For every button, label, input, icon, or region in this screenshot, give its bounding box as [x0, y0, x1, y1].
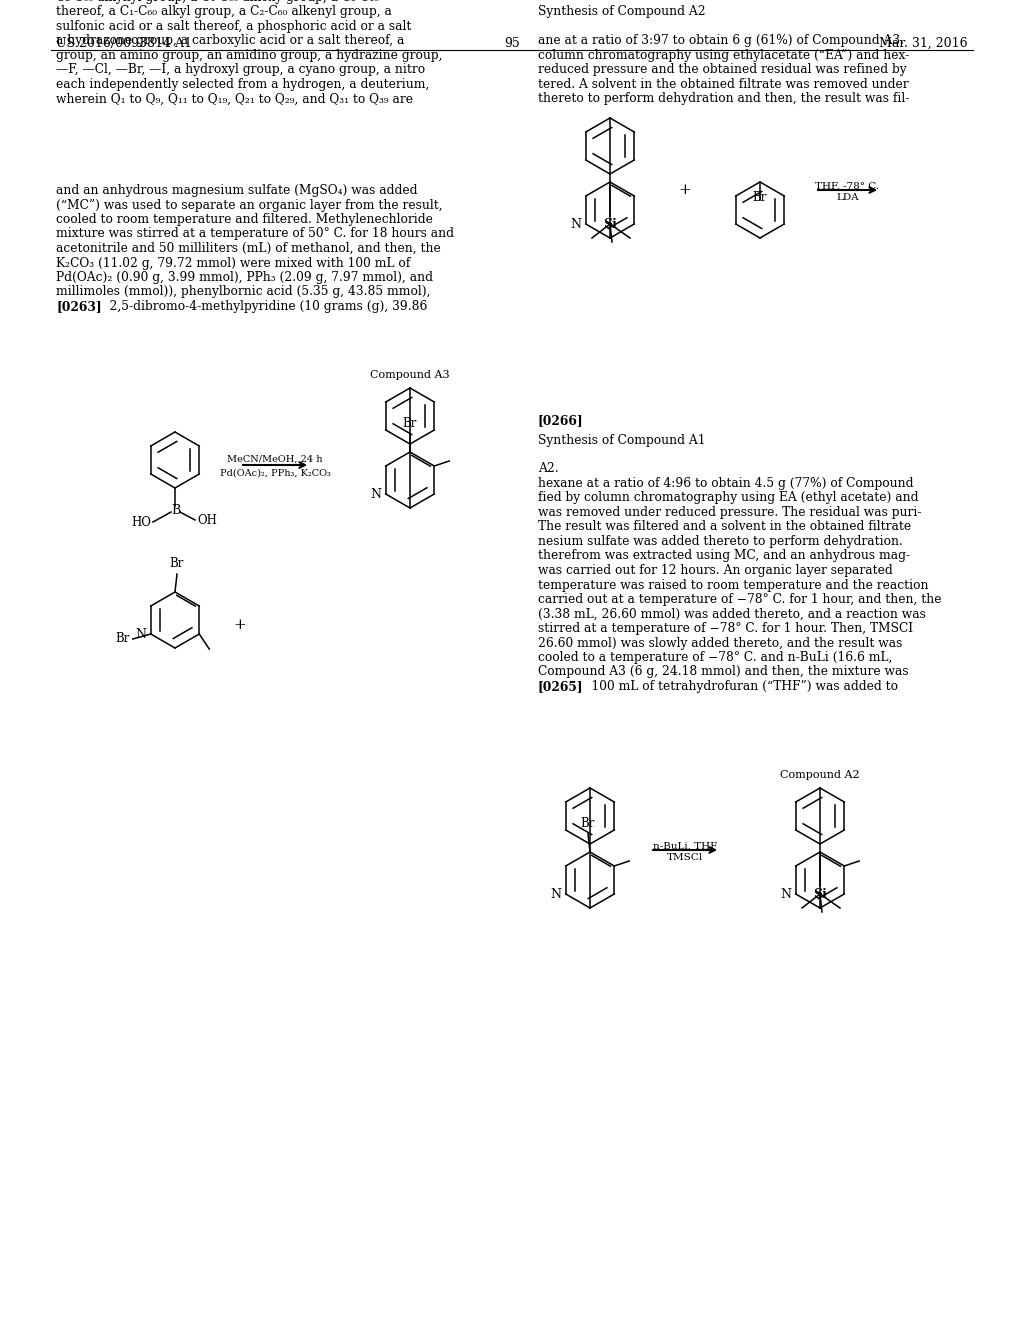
Text: [0266]: [0266] [538, 414, 584, 428]
Text: each independently selected from a hydrogen, a deuterium,: each independently selected from a hydro… [56, 78, 430, 91]
Text: US 2016/0093814 A1: US 2016/0093814 A1 [56, 37, 193, 50]
Text: N: N [570, 218, 582, 231]
Text: temperature was raised to room temperature and the reaction: temperature was raised to room temperatu… [538, 578, 928, 591]
Text: hexane at a ratio of 4:96 to obtain 4.5 g (77%) of Compound: hexane at a ratio of 4:96 to obtain 4.5 … [538, 477, 913, 490]
Text: therefrom was extracted using MC, and an anhydrous mag-: therefrom was extracted using MC, and an… [538, 549, 909, 562]
Text: wherein Q₁ to Q₉, Q₁₁ to Q₁₉, Q₂₁ to Q₂₉, and Q₃₁ to Q₃₉ are: wherein Q₁ to Q₉, Q₁₁ to Q₁₉, Q₂₁ to Q₂₉… [56, 92, 414, 106]
Text: THF, -78° C.: THF, -78° C. [815, 182, 880, 191]
Text: MeCN/MeOH, 24 h: MeCN/MeOH, 24 h [227, 455, 323, 465]
Text: Synthesis of Compound A1: Synthesis of Compound A1 [538, 434, 706, 447]
Text: Mar. 31, 2016: Mar. 31, 2016 [879, 37, 968, 50]
Text: ane at a ratio of 3:97 to obtain 6 g (61%) of Compound A3.: ane at a ratio of 3:97 to obtain 6 g (61… [538, 34, 903, 48]
Text: Compound A2: Compound A2 [780, 770, 860, 780]
Text: —F, —Cl, —Br, —I, a hydroxyl group, a cyano group, a nitro: —F, —Cl, —Br, —I, a hydroxyl group, a cy… [56, 63, 425, 77]
Text: carried out at a temperature of −78° C. for 1 hour, and then, the: carried out at a temperature of −78° C. … [538, 593, 941, 606]
Text: thereto to perform dehydration and then, the result was fil-: thereto to perform dehydration and then,… [538, 92, 909, 106]
Text: Si: Si [813, 887, 827, 900]
Text: N: N [780, 887, 792, 900]
Text: tered. A solvent in the obtained filtrate was removed under: tered. A solvent in the obtained filtrat… [538, 78, 908, 91]
Text: Br: Br [581, 817, 595, 830]
Text: C₂-C₆₀ alkynyl group, a C₁-C₆₀ alkoxy group, a C₃-C₁₀: C₂-C₆₀ alkynyl group, a C₁-C₆₀ alkoxy gr… [56, 0, 380, 4]
Text: Compound A3 (6 g, 24.18 mmol) and then, the mixture was: Compound A3 (6 g, 24.18 mmol) and then, … [538, 665, 908, 678]
Text: The result was filtered and a solvent in the obtained filtrate: The result was filtered and a solvent in… [538, 520, 910, 533]
Text: was removed under reduced pressure. The residual was puri-: was removed under reduced pressure. The … [538, 506, 922, 519]
Text: +: + [679, 183, 691, 197]
Text: TMSCl: TMSCl [667, 853, 703, 862]
Text: mixture was stirred at a temperature of 50° C. for 18 hours and: mixture was stirred at a temperature of … [56, 227, 455, 240]
Text: Br: Br [116, 632, 130, 645]
Text: OH: OH [197, 515, 217, 528]
Text: (3.38 mL, 26.60 mmol) was added thereto, and a reaction was: (3.38 mL, 26.60 mmol) was added thereto,… [538, 607, 926, 620]
Text: fied by column chromatography using EA (ethyl acetate) and: fied by column chromatography using EA (… [538, 491, 919, 504]
Text: cooled to a temperature of −78° C. and n-BuLi (16.6 mL,: cooled to a temperature of −78° C. and n… [538, 651, 892, 664]
Text: Pd(OAc)₂ (0.90 g, 3.99 mmol), PPh₃ (2.09 g, 7.97 mmol), and: Pd(OAc)₂ (0.90 g, 3.99 mmol), PPh₃ (2.09… [56, 271, 433, 284]
Text: acetonitrile and 50 milliliters (mL) of methanol, and then, the: acetonitrile and 50 milliliters (mL) of … [56, 242, 441, 255]
Text: +: + [233, 618, 247, 632]
Text: n-BuLi, THF: n-BuLi, THF [653, 842, 717, 851]
Text: a hydrazone group, a carboxylic acid or a salt thereof, a: a hydrazone group, a carboxylic acid or … [56, 34, 404, 48]
Text: 26.60 mmol) was slowly added thereto, and the result was: 26.60 mmol) was slowly added thereto, an… [538, 636, 902, 649]
Text: cooled to room temperature and filtered. Methylenechloride: cooled to room temperature and filtered.… [56, 213, 433, 226]
Text: LDA: LDA [837, 193, 859, 202]
Text: Compound A3: Compound A3 [371, 370, 450, 380]
Text: 95: 95 [504, 37, 520, 50]
Text: Br: Br [170, 557, 184, 570]
Text: Si: Si [603, 218, 616, 231]
Text: nesium sulfate was added thereto to perform dehydration.: nesium sulfate was added thereto to perf… [538, 535, 902, 548]
Text: K₂CO₃ (11.02 g, 79.72 mmol) were mixed with 100 mL of: K₂CO₃ (11.02 g, 79.72 mmol) were mixed w… [56, 256, 411, 269]
Text: [0263]: [0263] [56, 300, 102, 313]
Text: thereof, a C₁-C₆₀ alkyl group, a C₂-C₆₀ alkenyl group, a: thereof, a C₁-C₆₀ alkyl group, a C₂-C₆₀ … [56, 5, 392, 18]
Text: millimoles (mmol)), phenylbornic acid (5.35 g, 43.85 mmol),: millimoles (mmol)), phenylbornic acid (5… [56, 285, 431, 298]
Text: Br: Br [402, 417, 417, 430]
Text: [0265]: [0265] [538, 680, 583, 693]
Text: and an anhydrous magnesium sulfate (MgSO₄) was added: and an anhydrous magnesium sulfate (MgSO… [56, 183, 418, 197]
Text: N: N [551, 887, 562, 900]
Text: HO: HO [131, 516, 151, 529]
Text: (“MC”) was used to separate an organic layer from the result,: (“MC”) was used to separate an organic l… [56, 198, 443, 211]
Text: reduced pressure and the obtained residual was refined by: reduced pressure and the obtained residu… [538, 63, 906, 77]
Text: Br: Br [753, 191, 767, 205]
Text: 100 mL of tetrahydrofuran (“THF”) was added to: 100 mL of tetrahydrofuran (“THF”) was ad… [575, 680, 898, 693]
Text: N: N [136, 627, 146, 640]
Text: stirred at a temperature of −78° C. for 1 hour. Then, TMSCI: stirred at a temperature of −78° C. for … [538, 622, 912, 635]
Text: B: B [171, 503, 180, 516]
Text: Pd(OAc)₂, PPh₃, K₂CO₃: Pd(OAc)₂, PPh₃, K₂CO₃ [219, 469, 331, 478]
Text: Synthesis of Compound A2: Synthesis of Compound A2 [538, 5, 706, 18]
Text: 2,5-dibromo-4-methylpyridine (10 grams (g), 39.86: 2,5-dibromo-4-methylpyridine (10 grams (… [94, 300, 428, 313]
Text: was carried out for 12 hours. An organic layer separated: was carried out for 12 hours. An organic… [538, 564, 892, 577]
Text: sulfonic acid or a salt thereof, a phosphoric acid or a salt: sulfonic acid or a salt thereof, a phosp… [56, 20, 412, 33]
Text: N: N [371, 487, 382, 500]
Text: A2.: A2. [538, 462, 558, 475]
Text: column chromatography using ethylacetate (“EA”) and hex-: column chromatography using ethylacetate… [538, 49, 909, 62]
Text: group, an amino group, an amidino group, a hydrazine group,: group, an amino group, an amidino group,… [56, 49, 442, 62]
